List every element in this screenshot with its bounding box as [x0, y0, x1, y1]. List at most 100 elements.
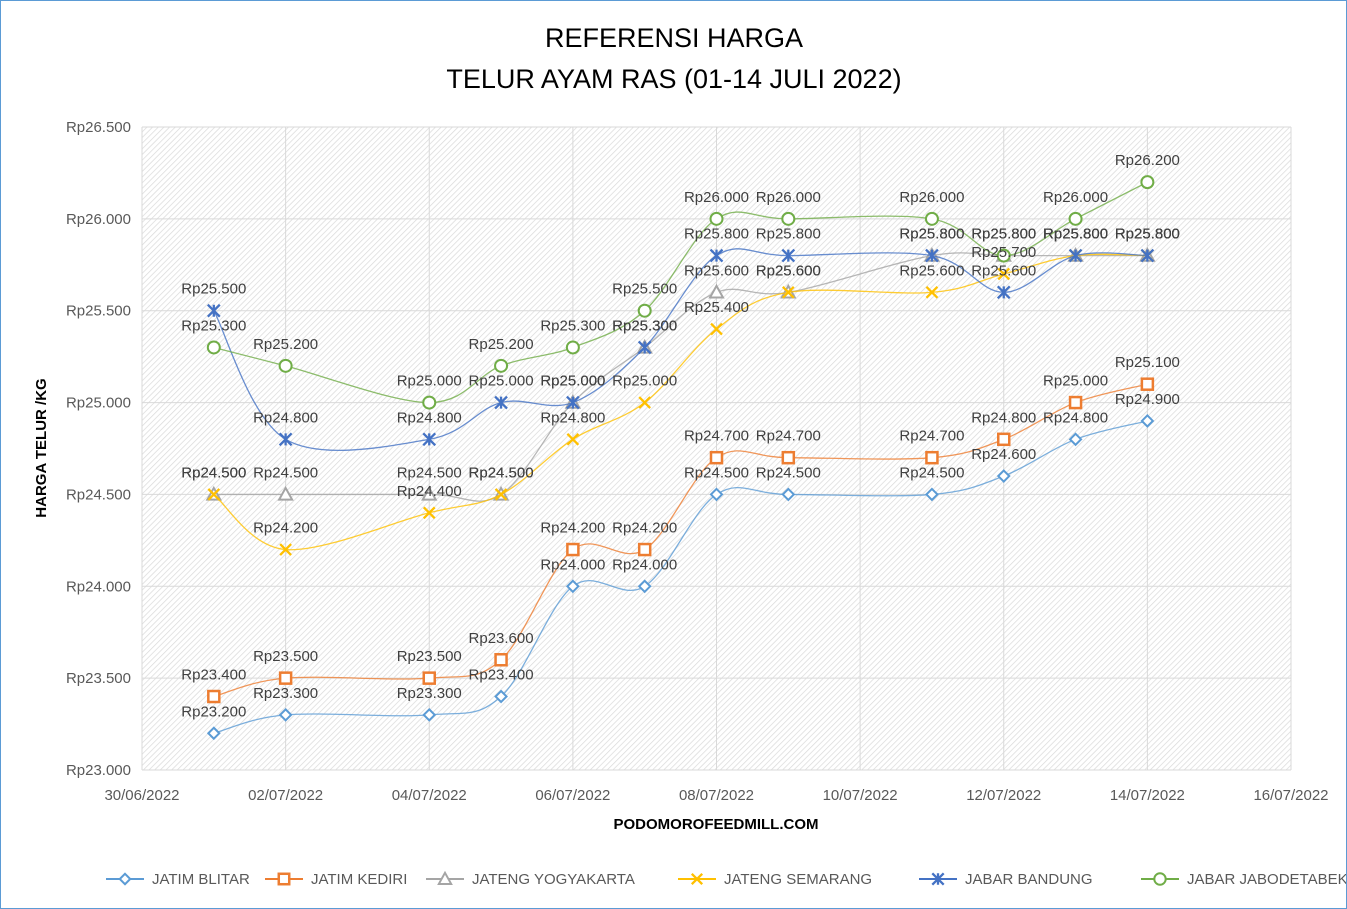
triangle-marker	[277, 485, 294, 501]
data-label: Rp25.800	[1115, 226, 1180, 243]
chart-title-line1: REFERENSI HARGA	[545, 23, 803, 53]
y-tick-label: Rp23.000	[66, 762, 131, 779]
data-label: Rp25.200	[253, 336, 318, 353]
data-label: Rp25.800	[971, 226, 1036, 243]
data-label: Rp26.200	[1115, 152, 1180, 169]
diamond-marker	[565, 579, 580, 594]
y-tick-label: Rp25.000	[66, 395, 131, 412]
diamond-marker	[118, 872, 132, 886]
diamond-marker	[709, 487, 724, 502]
chart-title-line2: TELUR AYAM RAS (01-14 JULI 2022)	[446, 64, 901, 94]
data-labels: Rp23.200 Rp23.300 Rp23.300 Rp23.400 Rp24.000…	[181, 152, 1180, 720]
data-label: Rp25.500	[181, 281, 246, 298]
y-tick-label: Rp24.000	[66, 578, 131, 595]
circle-marker	[1153, 872, 1167, 886]
data-label: Rp25.600	[756, 262, 821, 279]
data-label: Rp24.200	[540, 520, 605, 537]
square-marker	[422, 671, 436, 685]
star-marker	[925, 248, 939, 263]
x-marker	[638, 396, 652, 409]
x-tick-label: 06/07/2022	[535, 787, 610, 804]
legend-item-jabar-bandung: JABAR BANDUNG	[919, 871, 1093, 888]
circle-marker	[206, 340, 221, 355]
square-marker	[997, 432, 1011, 447]
data-label: Rp24.500	[253, 464, 318, 481]
legend-label: JABAR JABODETABEK	[1187, 871, 1346, 888]
data-label: Rp24.800	[397, 409, 462, 426]
circle-marker	[1068, 211, 1083, 226]
x-marker	[422, 506, 436, 520]
square-marker	[709, 450, 724, 465]
x-axis-tick-labels: 30/06/2022 02/07/2022 04/07/2022 06/07/2022…	[104, 787, 1328, 804]
circle-marker	[709, 211, 724, 226]
data-label: Rp25.000	[540, 373, 605, 390]
x-tick-label: 04/07/2022	[392, 787, 467, 804]
gridlines	[141, 126, 1292, 771]
diamond-marker	[278, 707, 293, 722]
legend-item-jatim-kediri: JATIM KEDIRI	[265, 871, 407, 888]
data-label: Rp24.400	[397, 483, 462, 500]
circle-marker	[494, 358, 509, 373]
legend-label: JATIM BLITAR	[152, 871, 250, 888]
data-label: Rp25.300	[612, 317, 677, 334]
x-marker	[566, 433, 580, 446]
circle-marker	[781, 211, 796, 226]
data-label: Rp25.000	[469, 373, 534, 390]
data-label: Rp23.300	[397, 685, 462, 702]
diamond-marker	[781, 487, 796, 502]
y-tick-label: Rp23.500	[66, 670, 131, 687]
data-label: Rp24.500	[684, 464, 749, 481]
data-label: Rp25.400	[684, 299, 749, 316]
circle-marker	[1140, 175, 1155, 190]
diamond-marker	[996, 469, 1011, 483]
diamond-marker	[637, 579, 652, 594]
legend-label: JATENG SEMARANG	[724, 871, 872, 888]
legend-item-jateng-semarang: JATENG SEMARANG	[678, 871, 872, 888]
data-label: Rp25.300	[540, 317, 605, 334]
data-label: Rp26.000	[899, 189, 964, 206]
triangle-marker	[708, 283, 725, 299]
x-marker	[207, 488, 221, 501]
circle-marker	[278, 358, 293, 373]
circle-marker	[565, 340, 580, 355]
data-label: Rp24.900	[1115, 391, 1180, 408]
star-marker	[278, 432, 293, 447]
legend-label: JATIM KEDIRI	[311, 871, 407, 888]
data-label: Rp25.200	[469, 336, 534, 353]
square-marker	[1140, 377, 1155, 391]
data-label: Rp25.800	[1115, 226, 1180, 243]
circle-marker	[422, 395, 437, 410]
diamond-marker	[206, 726, 221, 741]
star-marker	[566, 395, 580, 410]
data-label: Rp25.000	[612, 373, 677, 390]
square-marker	[277, 872, 291, 886]
data-label: Rp23.500	[253, 648, 318, 665]
data-label: Rp23.300	[253, 685, 318, 702]
star-marker	[931, 872, 945, 886]
data-label: Rp26.000	[1043, 189, 1108, 206]
legend-item-jateng-yogyakarta: JATENG YOGYAKARTA	[426, 870, 635, 888]
data-label: Rp24.700	[756, 428, 821, 445]
data-label: Rp25.700	[971, 244, 1036, 261]
x-axis-title: PODOMOROFEEDMILL.COM	[614, 816, 819, 833]
series-jabar-bandung	[206, 248, 1155, 452]
data-label: Rp25.800	[1043, 226, 1108, 243]
x-marker	[690, 872, 704, 886]
star-marker	[709, 248, 724, 263]
star-marker	[494, 395, 508, 410]
data-label: Rp24.500	[181, 464, 246, 481]
legend-item-jabar-jabodetabek: JABAR JABODETABEK	[1141, 871, 1346, 888]
circle-marker	[996, 248, 1011, 263]
data-label: Rp25.800	[971, 226, 1036, 243]
diamond-marker	[925, 487, 939, 502]
data-label: Rp24.200	[612, 520, 677, 537]
legend-item-jatim-blitar: JATIM BLITAR	[106, 871, 250, 888]
x-tick-label: 14/07/2022	[1110, 787, 1185, 804]
x-marker	[997, 267, 1011, 281]
series-lines	[205, 175, 1156, 741]
legend-label: JABAR BANDUNG	[965, 871, 1093, 888]
series-jatim-kediri	[207, 377, 1155, 704]
diamond-marker	[422, 707, 437, 722]
x-tick-label: 10/07/2022	[823, 787, 898, 804]
data-label: Rp23.500	[397, 648, 462, 665]
